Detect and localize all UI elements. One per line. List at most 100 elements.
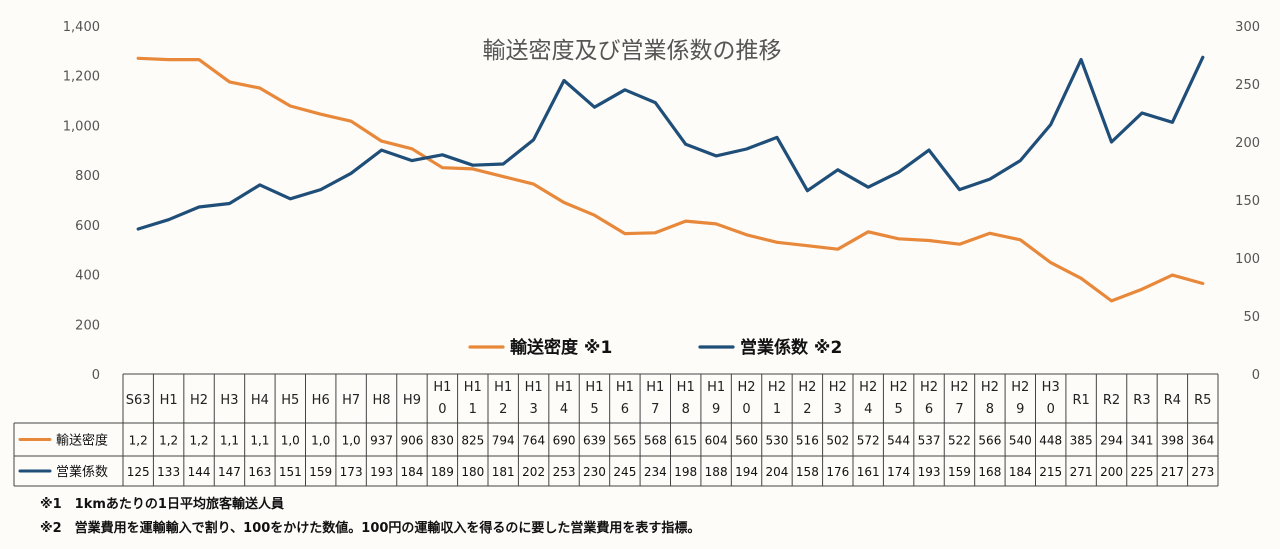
right-axis-tick-label: 50 bbox=[1243, 310, 1260, 325]
table-cell-value: 173 bbox=[340, 465, 363, 479]
category-label: H9 bbox=[403, 393, 421, 408]
table-cell-value: 1,2 bbox=[189, 434, 208, 448]
category-label: 5 bbox=[590, 402, 598, 417]
table-cell-value: 448 bbox=[1039, 434, 1062, 448]
left-axis-tick-label: 400 bbox=[75, 269, 100, 284]
category-label: 3 bbox=[834, 402, 842, 417]
category-label: 1 bbox=[469, 402, 477, 417]
left-axis-tick-label: 1,000 bbox=[63, 119, 100, 134]
category-label: H1 bbox=[585, 380, 603, 395]
table-cell-value: 937 bbox=[370, 434, 393, 448]
category-label: 8 bbox=[986, 402, 994, 417]
series-line-operating-ratio bbox=[136, 55, 1205, 231]
table-cell-value: 159 bbox=[309, 465, 332, 479]
table-cell-value: 566 bbox=[978, 434, 1001, 448]
table-cell-value: 245 bbox=[613, 465, 636, 479]
category-label: H5 bbox=[281, 393, 299, 408]
category-label: 6 bbox=[925, 402, 933, 417]
chart-title: 輸送密度及び営業係数の推移 bbox=[483, 38, 782, 64]
series-line-transport-density bbox=[136, 56, 1205, 303]
table-cell-value: 176 bbox=[826, 465, 849, 479]
table-cell-value: 151 bbox=[279, 465, 302, 479]
table-cell-value: 217 bbox=[1161, 465, 1184, 479]
right-axis-tick-label: 0 bbox=[1252, 368, 1260, 383]
category-label: 8 bbox=[682, 402, 690, 417]
right-axis-tick-label: 300 bbox=[1235, 20, 1260, 35]
category-label: H1 bbox=[616, 380, 634, 395]
legend-label: 営業係数 ※2 bbox=[740, 337, 842, 358]
category-label: H1 bbox=[707, 380, 725, 395]
table-cell-value: 560 bbox=[735, 434, 758, 448]
right-axis-tick-label: 150 bbox=[1235, 194, 1260, 209]
table-cell-value: 639 bbox=[583, 434, 606, 448]
category-label: 5 bbox=[894, 402, 902, 417]
category-label: 2 bbox=[803, 402, 811, 417]
category-label: R5 bbox=[1194, 393, 1211, 408]
legend-label: 輸送密度 ※1 bbox=[510, 337, 612, 358]
table-cell-value: 225 bbox=[1131, 465, 1154, 479]
footnote-1: ※1 1kmあたりの1日平均旅客輸送人員 bbox=[40, 497, 284, 512]
category-label: 9 bbox=[1016, 402, 1024, 417]
category-label: H2 bbox=[920, 380, 938, 395]
table-cell-value: 522 bbox=[948, 434, 971, 448]
category-label: H1 bbox=[646, 380, 664, 395]
table-cell-value: 764 bbox=[522, 434, 545, 448]
table-cell-value: 184 bbox=[401, 465, 424, 479]
left-axis: 0 200 400 600 800 1,000 1,200 1,400 bbox=[63, 20, 100, 383]
right-axis-tick-label: 100 bbox=[1235, 252, 1260, 267]
table-cell-value: 189 bbox=[431, 465, 454, 479]
category-label: R1 bbox=[1072, 393, 1089, 408]
table-cell-value: 181 bbox=[492, 465, 515, 479]
table-cell-value: 159 bbox=[948, 465, 971, 479]
table-cell-value: 690 bbox=[553, 434, 576, 448]
table-cell-value: 516 bbox=[796, 434, 819, 448]
category-label: 7 bbox=[651, 402, 659, 417]
category-label: 9 bbox=[712, 402, 720, 417]
table-cell-value: 194 bbox=[735, 465, 758, 479]
left-axis-tick-label: 1,200 bbox=[63, 70, 100, 85]
category-label: H1 bbox=[433, 380, 451, 395]
table-cell-value: 180 bbox=[461, 465, 484, 479]
table-cell-value: 163 bbox=[248, 465, 271, 479]
category-label: 6 bbox=[621, 402, 629, 417]
table-cell-value: 398 bbox=[1161, 434, 1184, 448]
category-label: H7 bbox=[342, 393, 360, 408]
left-axis-tick-label: 0 bbox=[92, 368, 100, 383]
category-label: 4 bbox=[864, 402, 872, 417]
table-cell-value: 906 bbox=[401, 434, 424, 448]
table-cell-value: 825 bbox=[461, 434, 484, 448]
category-label: H1 bbox=[555, 380, 573, 395]
category-label: H2 bbox=[829, 380, 847, 395]
table-cell-value: 188 bbox=[705, 465, 728, 479]
series-lines bbox=[136, 55, 1205, 303]
category-label: H6 bbox=[312, 393, 330, 408]
table-cell-value: 234 bbox=[644, 465, 667, 479]
table-cell-value: 604 bbox=[705, 434, 728, 448]
table-cell-value: 830 bbox=[431, 434, 454, 448]
table-cell-value: 544 bbox=[887, 434, 910, 448]
table-cell-value: 215 bbox=[1039, 465, 1062, 479]
table-row-header: 輸送密度 bbox=[56, 433, 108, 449]
footnote-2: ※2 営業費用を運輸輸入で割り、100をかけた数値。100円の運輸収入を得るのに… bbox=[40, 521, 701, 536]
left-axis-tick-label: 1,400 bbox=[63, 20, 100, 35]
table-cell-value: 1,0 bbox=[311, 434, 330, 448]
table-cell-value: 1,0 bbox=[342, 434, 361, 448]
table-cell-value: 341 bbox=[1131, 434, 1154, 448]
category-label: H2 bbox=[859, 380, 877, 395]
right-axis: 0 50 100 150 200 250 300 bbox=[1235, 20, 1260, 383]
table-cell-value: 502 bbox=[826, 434, 849, 448]
category-label: H2 bbox=[981, 380, 999, 395]
table-cell-value: 540 bbox=[1009, 434, 1032, 448]
category-label: 7 bbox=[955, 402, 963, 417]
category-label: 0 bbox=[438, 402, 446, 417]
category-label: 0 bbox=[742, 402, 750, 417]
table-cell-value: 1,2 bbox=[159, 434, 178, 448]
table-cell-value: 230 bbox=[583, 465, 606, 479]
category-label: 4 bbox=[560, 402, 568, 417]
chart-legend: 輸送密度 ※1 営業係数 ※2 bbox=[468, 337, 842, 358]
table-cell-value: 385 bbox=[1070, 434, 1093, 448]
table-cell-value: 364 bbox=[1191, 434, 1214, 448]
table-cell-value: 294 bbox=[1100, 434, 1123, 448]
category-label: H1 bbox=[677, 380, 695, 395]
